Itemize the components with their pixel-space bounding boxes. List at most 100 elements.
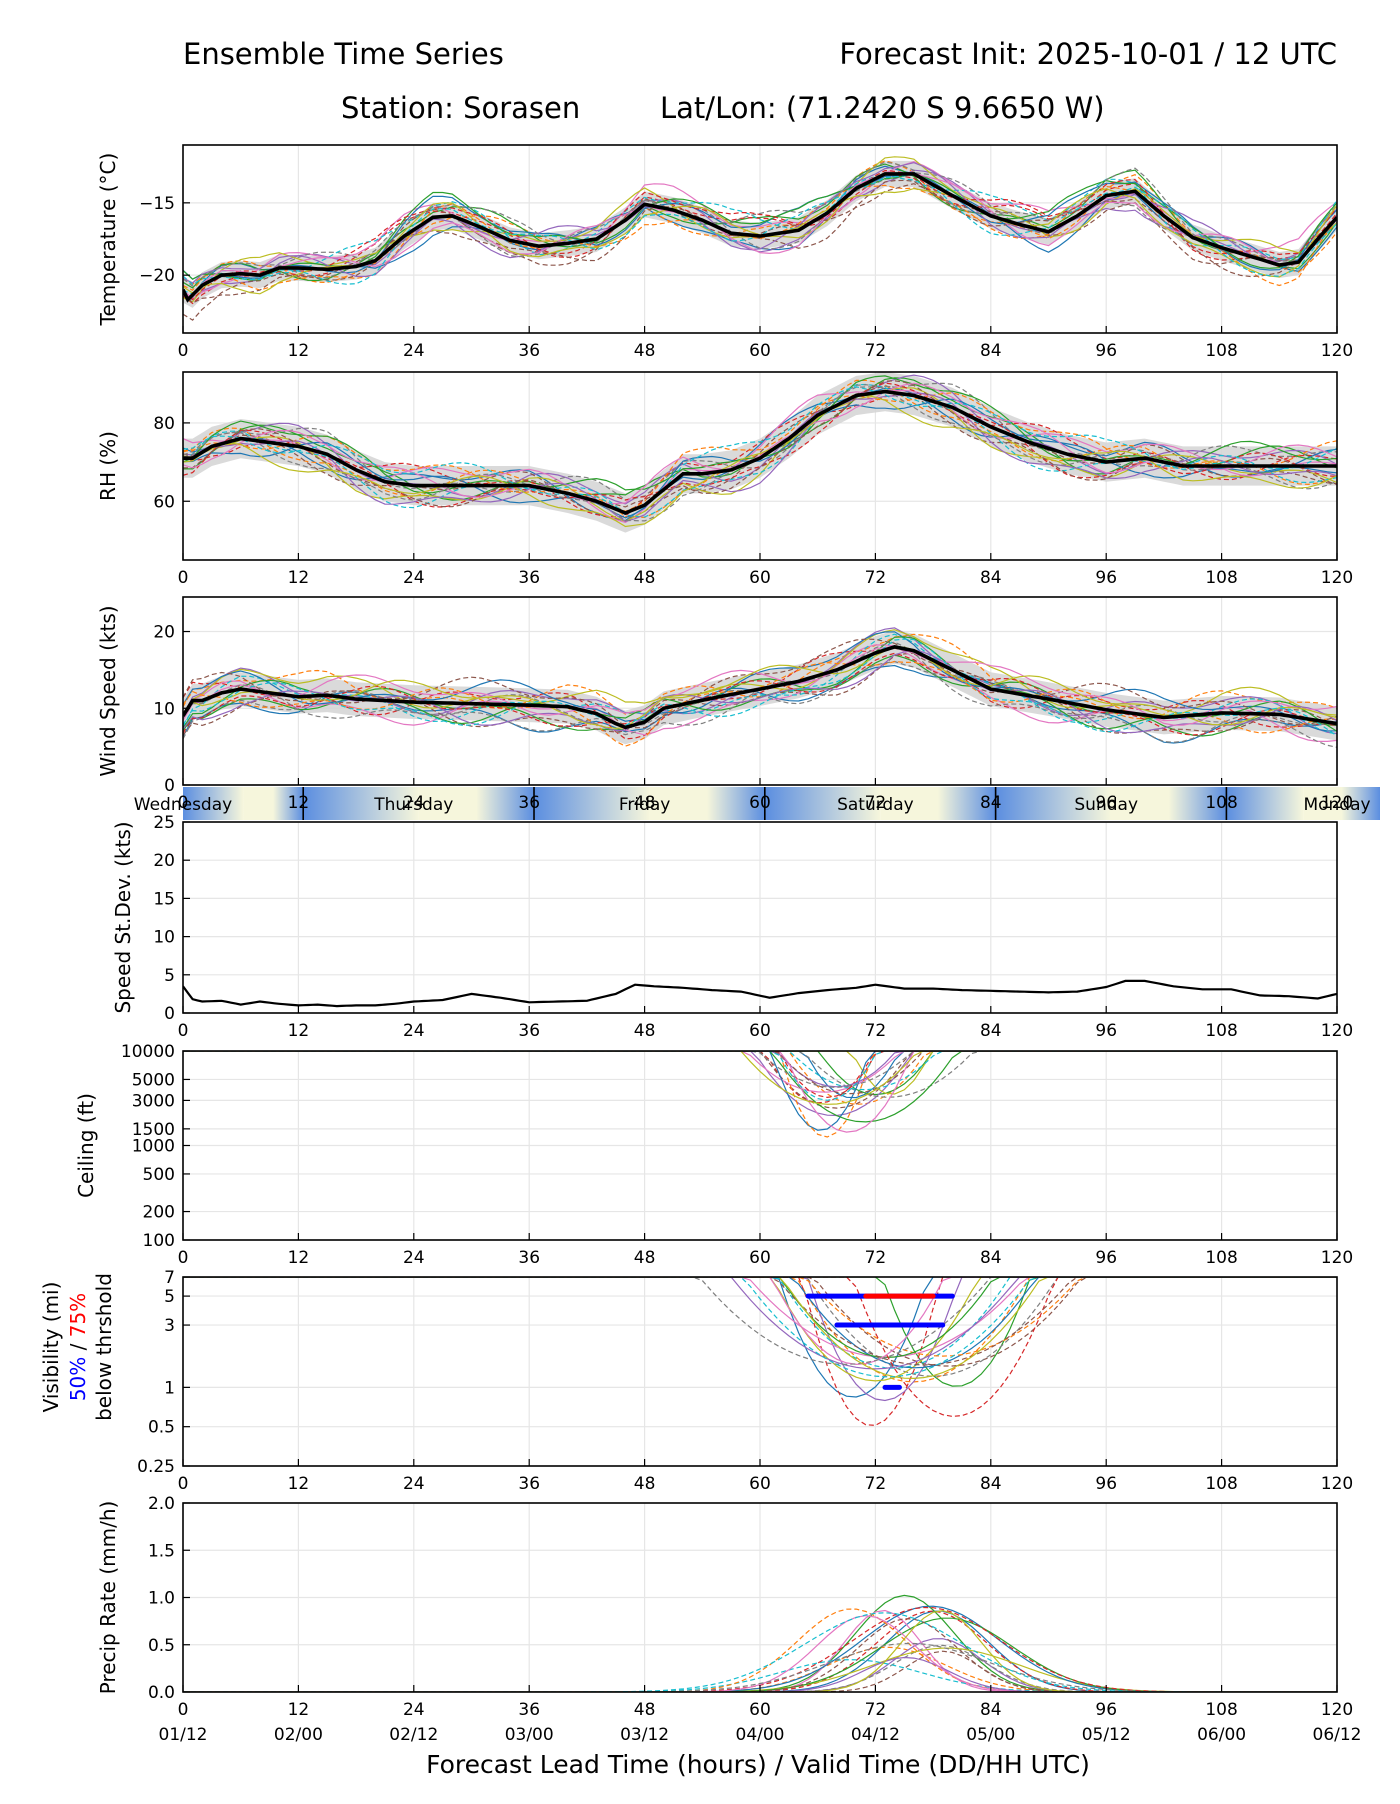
ytick-label-precip-2: 1.0 [148,1589,175,1609]
series-wind [183,627,1337,748]
xtick-label-temperature-1: 12 [288,341,310,361]
xtick-label-rh-0: 0 [178,568,189,588]
member-rh-14 [183,392,1337,523]
ytick-label-rh-1: 80 [153,414,175,434]
vis-threshold-note: below thrshold [92,1273,116,1421]
valid-time-6: 04/12 [851,1725,900,1745]
day-shade-a-1 [303,787,419,820]
ytick-label-ceiling-6: 5000 [132,1070,175,1090]
xtick-label-wind-2: 24 [403,793,425,813]
ylabel-ceiling: Ceiling (ft) [74,1093,98,1198]
ytick-label-temperature-1: −15 [139,194,175,214]
member-ceiling-4 [183,1051,1337,1117]
ylabel-rh: RH (%) [96,431,120,501]
xtick-label-temperature-10: 120 [1321,341,1353,361]
station-latlon: Lat/Lon: (71.2420 S 9.6650 W) [660,91,1105,125]
vis-legend-title: Visibility (mi) [39,1282,63,1413]
panel-wind: 0 10 20 0 12 24 36 48 60 72 84 96 108 120 Wind Speed (… [96,596,1353,813]
member-temperature-13 [183,169,1337,301]
member-temperature-16 [183,172,1337,298]
xtick-label-speed_sd-9: 108 [1205,1021,1237,1041]
ytick-label-visibility-4: 5 [164,1287,175,1307]
xtick-label-ceiling-10: 120 [1321,1248,1353,1268]
day-label-0: Wednesday [134,795,232,815]
xtick-label-visibility-6: 72 [865,1474,887,1494]
xtick-label-wind-5: 60 [749,793,771,813]
ytick-label-speed_sd-2: 10 [153,928,175,948]
series-visibility [183,1277,1337,1426]
xtick-label-precip-8: 96 [1095,1700,1117,1720]
xtick-label-speed_sd-5: 60 [749,1021,771,1041]
xtick-label-ceiling-2: 24 [403,1248,425,1268]
series-rh [183,372,1337,533]
xtick-label-temperature-5: 60 [749,341,771,361]
xtick-label-ceiling-0: 0 [178,1248,189,1268]
valid-time-7: 05/00 [966,1725,1015,1745]
xtick-label-rh-10: 120 [1321,568,1353,588]
day-shade-a-5 [1226,787,1304,820]
vis-sep-label: / [66,1337,90,1356]
day-label-3: Saturday [837,795,914,815]
member-ceiling-18 [183,1051,1337,1105]
ytick-label-precip-0: 0.0 [148,1683,175,1703]
xtick-label-temperature-9: 108 [1205,341,1237,361]
valid-time-2: 02/12 [389,1725,438,1745]
xtick-label-speed_sd-2: 24 [403,1021,425,1041]
ytick-label-speed_sd-5: 25 [153,813,175,833]
panel-temperature: −20 −15 0 12 24 36 48 60 72 84 96 108 120 Temperature… [96,144,1353,361]
xtick-label-visibility-9: 108 [1205,1474,1237,1494]
valid-time-9: 06/00 [1197,1725,1246,1745]
xtick-label-temperature-7: 84 [980,341,1002,361]
member-ceiling-6 [183,1051,1337,1093]
ytick-label-ceiling-3: 1000 [132,1137,175,1157]
init-time: Forecast Init: 2025-10-01 / 12 UTC [839,37,1337,71]
xtick-label-precip-7: 84 [980,1700,1002,1720]
xtick-label-speed_sd-4: 48 [634,1021,656,1041]
xtick-label-speed_sd-7: 84 [980,1021,1002,1041]
day-strip: Wednesday Thursday Friday Saturday Sunday Mon… [134,787,1380,820]
member-wind-2 [183,654,1337,737]
xtick-label-rh-4: 48 [634,568,656,588]
ytick-label-wind-2: 20 [153,623,175,643]
ytick-label-precip-4: 2.0 [148,1494,175,1514]
xtick-label-rh-8: 96 [1095,568,1117,588]
xtick-label-temperature-6: 72 [865,341,887,361]
xtick-label-rh-9: 108 [1205,568,1237,588]
member-wind-7 [183,660,1337,743]
member-temperature-1 [183,160,1337,291]
xtick-label-precip-6: 72 [865,1700,887,1720]
day-shade-a-0 [183,787,244,820]
member-wind-16 [183,645,1337,726]
valid-time-8: 05/12 [1082,1725,1131,1745]
xtick-label-ceiling-7: 84 [980,1248,1002,1268]
member-wind-18 [183,645,1337,730]
xtick-label-visibility-0: 0 [178,1474,189,1494]
valid-time-0: 01/12 [159,1725,208,1745]
ytick-label-speed_sd-0: 0 [164,1004,175,1024]
day-shade-b-1 [418,787,535,820]
xtick-label-speed_sd-0: 0 [178,1021,189,1041]
ytick-label-rh-0: 60 [153,492,175,512]
xtick-label-visibility-8: 96 [1095,1474,1117,1494]
ytick-label-ceiling-7: 10000 [121,1042,175,1062]
xtick-label-speed_sd-10: 120 [1321,1021,1353,1041]
vis-legend: Visibility (mi) [39,1282,63,1413]
xtick-label-ceiling-3: 36 [518,1248,540,1268]
xtick-label-speed_sd-6: 72 [865,1021,887,1041]
ytick-label-wind-1: 10 [153,699,175,719]
day-shade-b-0 [243,787,304,820]
xtick-label-precip-2: 24 [403,1700,425,1720]
xtick-label-temperature-0: 0 [178,341,189,361]
ylabel-wind: Wind Speed (kts) [96,605,120,776]
ytick-label-ceiling-1: 200 [143,1203,175,1223]
vis-75-label: 75% [66,1293,90,1337]
spread-band-rh [183,372,1337,533]
ytick-label-precip-3: 1.5 [148,1541,175,1561]
ylabel-temperature: Temperature (°C) [96,153,120,327]
xtick-label-speed_sd-8: 96 [1095,1021,1117,1041]
xtick-label-precip-4: 48 [634,1700,656,1720]
series-temperature [183,156,1337,321]
xtick-label-wind-10: 120 [1321,793,1353,813]
xtick-label-wind-6: 72 [865,793,887,813]
